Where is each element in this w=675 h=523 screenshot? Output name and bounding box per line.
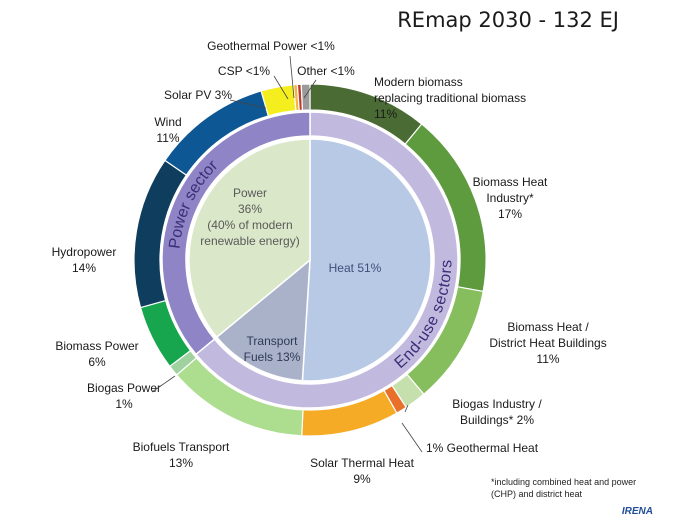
outer-label-solar-thermal-heat: Solar Thermal Heat 9% bbox=[310, 456, 414, 486]
svg-text:CSP <1%: CSP <1% bbox=[218, 64, 270, 78]
inner-label-heat: Heat 51% bbox=[329, 261, 382, 275]
sector-band-end-use-sectors bbox=[194, 111, 459, 409]
outer-label-solar-pv: Solar PV 3% bbox=[164, 88, 267, 109]
footnote: *including combined heat and power (CHP)… bbox=[491, 477, 637, 499]
svg-text:Other <1%: Other <1% bbox=[297, 64, 355, 78]
svg-text:Biogas Industry /Buildings* 2%: Biogas Industry / Buildings* 2% bbox=[452, 397, 542, 427]
outer-label-csp: CSP <1% bbox=[218, 64, 289, 100]
svg-text:Biomass Heat /District Heat Bu: Biomass Heat / District Heat Buildings 11% bbox=[489, 320, 606, 366]
leader-line bbox=[229, 99, 267, 109]
leader-line bbox=[401, 422, 423, 453]
outer-label-biofuels-transport: Biofuels Transport 13% bbox=[133, 440, 230, 470]
svg-text:Solar PV 3%: Solar PV 3% bbox=[164, 88, 232, 102]
outer-label-modern-biomass-replacing-traditional-biomass: Modern biomass replacing traditional biom… bbox=[374, 75, 526, 121]
svg-text:1% Geothermal Heat: 1% Geothermal Heat bbox=[426, 441, 539, 455]
chart-title: REmap 2030 - 132 EJ bbox=[397, 8, 619, 32]
outer-slice-other bbox=[300, 83, 311, 111]
leader-line bbox=[404, 404, 409, 413]
sector-band-power-sector bbox=[161, 111, 311, 356]
outer-label-biogas-power: Biogas Power 1% bbox=[87, 375, 176, 411]
outer-label-biogas-industry-buildings: Biogas Industry / Buildings* 2% bbox=[404, 397, 542, 427]
brand-logo: IRENA bbox=[621, 506, 653, 517]
inner-label-transport-fuels: Transport Fuels 13% bbox=[244, 334, 301, 364]
inner-slice-transport-fuels bbox=[215, 258, 311, 382]
outer-label-biomass-heat-industry: Biomass Heat Industry* 17% bbox=[473, 175, 548, 221]
leader-line bbox=[303, 79, 317, 99]
outer-label-biomass-heat-district-heat-buildings: Biomass Heat / District Heat Buildings 11% bbox=[489, 320, 606, 366]
outer-label-geothermal-power: Geothermal Power <1% bbox=[207, 39, 335, 99]
outer-label-other: Other <1% bbox=[297, 64, 355, 99]
outer-label-biomass-power: Biomass Power 6% bbox=[55, 339, 138, 369]
leader-line bbox=[273, 75, 289, 100]
leader-line bbox=[289, 55, 295, 99]
svg-text:Geothermal Power <1%: Geothermal Power <1% bbox=[207, 39, 335, 53]
inner-slice-heat bbox=[301, 138, 432, 382]
inner-slice-power bbox=[188, 138, 311, 339]
inner-label-power: Power 36% (40% of modern renewable energy) bbox=[200, 186, 299, 248]
outer-label-hydropower: Hydropower 14% bbox=[52, 245, 117, 275]
outer-label-geothermal-heat: 1% Geothermal Heat bbox=[401, 422, 539, 455]
outer-label-wind: Wind 11% bbox=[154, 115, 181, 145]
leader-line bbox=[151, 375, 176, 393]
